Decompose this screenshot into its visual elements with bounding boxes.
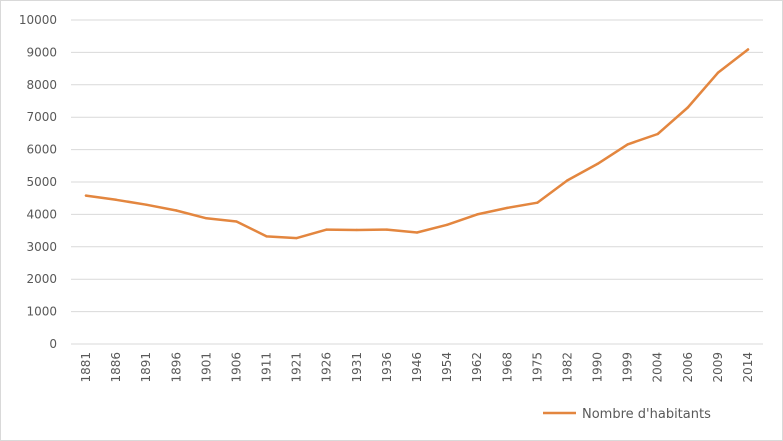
data-point (596, 162, 599, 166)
x-tick-label: 1968 (500, 352, 514, 383)
gridlines (71, 19, 763, 345)
y-tick-label: 9000 (26, 45, 57, 59)
x-tick-label: 1962 (470, 352, 484, 383)
data-point (265, 235, 268, 238)
data-point (84, 194, 88, 197)
legend: Nombre d'habitants (543, 407, 711, 422)
y-tick-label: 8000 (26, 78, 57, 92)
x-tick-label: 1926 (320, 352, 334, 383)
x-tick-label: 1931 (350, 352, 364, 383)
data-point (295, 236, 298, 240)
data-point (506, 206, 509, 210)
data-point (175, 209, 178, 212)
series-line (84, 48, 750, 240)
x-tick-label: 1999 (621, 352, 635, 383)
y-tick-label: 0 (49, 337, 57, 351)
data-point (656, 132, 659, 136)
data-point (235, 220, 238, 223)
data-point (205, 217, 208, 220)
data-point (536, 201, 539, 204)
x-tick-label: 1886 (109, 352, 123, 383)
data-point (355, 228, 359, 232)
data-point (566, 179, 569, 182)
legend-label: Nombre d'habitants (582, 407, 711, 422)
y-tick-label: 2000 (26, 272, 57, 286)
y-tick-label: 6000 (26, 143, 57, 157)
data-point (746, 48, 750, 51)
data-point (475, 213, 479, 216)
data-point (445, 223, 449, 226)
data-point (415, 231, 419, 234)
x-tick-label: 2004 (651, 352, 665, 383)
x-tick-label: 1954 (440, 352, 454, 383)
x-tick-label: 2009 (711, 352, 725, 383)
x-tick-label: 1990 (591, 352, 605, 383)
x-tick-label: 1921 (290, 352, 304, 383)
x-tick-label: 1906 (229, 352, 243, 383)
x-tick-label: 1901 (199, 352, 213, 383)
data-point (145, 203, 148, 206)
x-tick-label: 1896 (169, 352, 183, 383)
y-tick-label: 7000 (26, 110, 57, 124)
x-tick-label: 1946 (410, 352, 424, 383)
x-axis-labels: 1881 1886 1891 1896 1901 1906 1911 1921 1926 1931… (79, 352, 755, 383)
data-point (114, 198, 118, 202)
y-axis-labels: 0 1000 2000 3000 4000 5000 6000 7000 8000 9000 100… (19, 13, 57, 351)
x-tick-label: 1911 (260, 352, 274, 383)
x-tick-label: 1881 (79, 352, 93, 383)
data-point (385, 228, 389, 231)
data-point (686, 106, 689, 109)
y-tick-label: 1000 (26, 305, 57, 319)
x-tick-label: 1975 (530, 352, 544, 383)
data-point (716, 71, 720, 75)
x-tick-label: 1936 (380, 352, 394, 383)
x-tick-label: 1891 (139, 352, 153, 383)
y-tick-label: 5000 (26, 175, 57, 189)
series-layer (84, 48, 750, 240)
y-tick-label: 4000 (26, 207, 57, 221)
x-tick-label: 1982 (560, 352, 574, 383)
x-tick-label: 2014 (741, 352, 755, 383)
data-point (325, 228, 328, 231)
y-tick-label: 10000 (19, 13, 57, 27)
x-tick-label: 2006 (681, 352, 695, 383)
y-tick-label: 3000 (26, 240, 57, 254)
data-point (626, 143, 629, 146)
